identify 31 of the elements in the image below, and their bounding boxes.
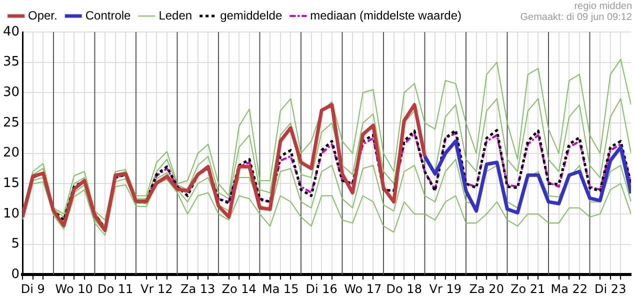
- x-tick-label: Di 9: [20, 282, 45, 296]
- x-tick-label: Zo 14: [222, 282, 256, 296]
- legend-label: Oper.: [28, 8, 58, 22]
- x-tick-label: Ma 15: [262, 282, 299, 296]
- x-tick-label: Vr 12: [140, 282, 173, 296]
- x-tick-label: Wo 17: [344, 282, 382, 296]
- x-tick-label: Za 13: [180, 282, 216, 296]
- legend-label: gemiddelde: [220, 8, 282, 22]
- y-tick-label: 25: [2, 115, 20, 130]
- y-tick-label: 10: [2, 206, 20, 222]
- y-tick-label: 35: [2, 54, 20, 70]
- y-tick-label: 20: [2, 146, 20, 161]
- text: regio midden: [574, 0, 632, 12]
- x-tick-label: Do 11: [98, 282, 134, 296]
- legend-label: Controle: [85, 8, 132, 22]
- text: Gemaakt: di 09 jun 09:12: [520, 12, 632, 23]
- y-tick-label: 0: [11, 266, 20, 282]
- x-tick-label: Do 18: [386, 282, 422, 296]
- y-tick-label: 5: [11, 236, 20, 252]
- x-tick-label: Di 16: [306, 282, 338, 296]
- x-tick-label: Za 20: [469, 282, 504, 296]
- x-tick-label: Zo 21: [510, 282, 546, 296]
- x-tick-label: Vr 19: [429, 282, 462, 296]
- y-tick-label: 40: [2, 24, 20, 40]
- x-tick-label: Di 23: [594, 282, 626, 296]
- x-tick-label: Wo 10: [55, 282, 93, 296]
- y-tick-label: 15: [2, 176, 20, 191]
- x-tick-label: Ma 22: [550, 282, 588, 296]
- legend-label: mediaan (middelste waarde): [310, 8, 462, 22]
- y-tick-label: 30: [2, 85, 20, 100]
- legend-label: Leden: [158, 8, 192, 22]
